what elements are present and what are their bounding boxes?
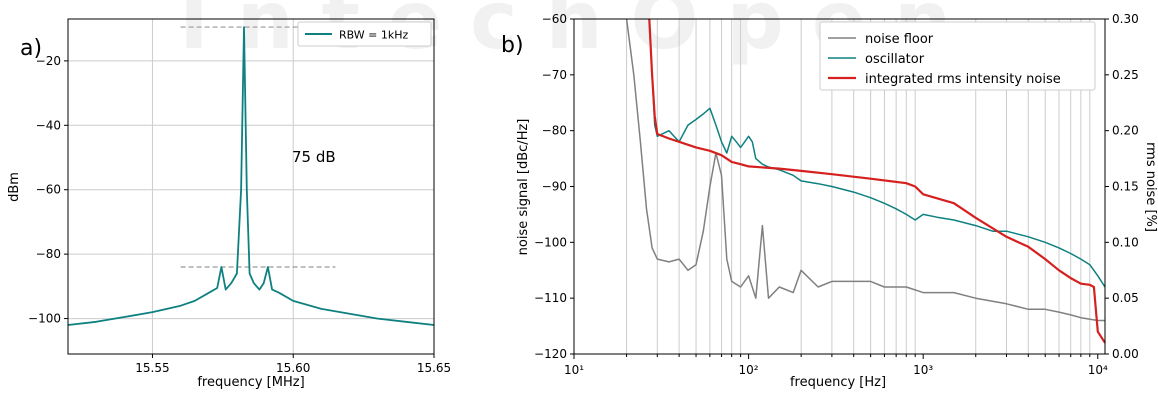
panel-b-series-line-2: [648, 18, 1106, 344]
panel-b-right-y-tick-label: 0.10: [1112, 235, 1139, 249]
panel-b-x-axis-label: frequency [Hz]: [790, 375, 886, 390]
panel-a-series: [67, 26, 435, 326]
panel-b-right-y-tick-label: 0.15: [1112, 180, 1139, 194]
panel-a-legend-box: [297, 21, 432, 47]
panel-b-label: b): [501, 33, 524, 58]
panel-b-x-tick-label: 10²: [739, 363, 759, 377]
panel-a-y-ticks: −20 −40 −60 −80 −100: [28, 54, 68, 326]
panel-a-x-tick-label: 15.60: [276, 361, 310, 375]
panel-b-right-y-tick-label: 0.00: [1112, 347, 1139, 361]
panel-b-right-y-tick-label: 0.05: [1112, 291, 1139, 305]
panel-b-y-tick-label: −90: [542, 180, 567, 194]
panel-a-y-axis-label: dBm: [7, 172, 22, 202]
panel-b-series: [625, 18, 1106, 344]
panel-b-y-tick-label: −80: [542, 124, 567, 138]
panel-a-legend: RBW = 1kHz: [297, 21, 432, 47]
panel-a-plot-frame: [67, 18, 435, 355]
panel-b-y-ticks: −60 −70 −80 −90 −100 −110 −120: [534, 12, 574, 361]
panel-a-legend-entry: RBW = 1kHz: [339, 29, 409, 42]
panel-b-right-y-ticks: 0.30 0.25 0.20 0.15 0.10 0.05 0.00: [1105, 12, 1139, 361]
panel-b-y-tick-label: −100: [534, 235, 567, 249]
panel-b-legend-box: [819, 21, 1096, 91]
panel-b-y-tick-label: −70: [542, 68, 567, 82]
panel-b-series-line-0: [625, 18, 1105, 322]
panel-a-x-axis-label: frequency [MHz]: [197, 375, 304, 390]
panel-a-y-tick-label: −60: [36, 183, 61, 197]
panel-b-x-ticks: 10¹ 10² 10³ 10⁴: [564, 354, 1108, 377]
panel-b-right-y-tick-label: 0.20: [1112, 124, 1139, 138]
panel-a-x-tick-label: 15.65: [417, 361, 451, 375]
panel-b-right-y-tick-label: 0.25: [1112, 68, 1139, 82]
panel-b-legend: noise floor oscillator integrated rms in…: [819, 21, 1096, 91]
panel-b-series-line-1: [648, 18, 1106, 288]
panel-a-y-tick-label: −40: [36, 118, 61, 132]
panel-a-annotation: 75 dB: [292, 148, 336, 166]
panel-b: b) 10¹ 10² 10³ 10⁴ −60 −70 −80 −90 −100 −110 −120…: [501, 12, 1158, 390]
panel-a-grid: [68, 19, 435, 354]
panel-b-y-tick-label: −110: [534, 291, 567, 305]
panel-b-x-tick-label: 10³: [913, 363, 933, 377]
panel-a-x-ticks: 15.55 15.60 15.65: [135, 354, 451, 375]
panel-b-y-tick-label: −60: [542, 12, 567, 26]
panel-b-legend-entry-noise-floor: noise floor: [865, 32, 934, 47]
panel-a-y-tick-label: −20: [36, 54, 61, 68]
panel-b-y-tick-label: −120: [534, 347, 567, 361]
panel-a-y-tick-label: −80: [36, 247, 61, 261]
panel-a: a) 15.55 15.60 15.65 −20 −40 −60 −80 −100 75 d…: [7, 18, 451, 390]
panel-b-right-y-tick-label: 0.30: [1112, 12, 1139, 26]
panel-a-y-tick-label: −100: [28, 312, 61, 326]
panel-b-right-y-axis-label: rms noise [%]: [1143, 142, 1158, 232]
panel-b-x-tick-label: 10⁴: [1088, 363, 1108, 377]
panel-b-y-axis-label: noise signal [dBc/Hz]: [516, 119, 531, 256]
panel-a-series-line: [67, 26, 435, 326]
panel-b-grid: [626, 19, 1091, 354]
panel-b-legend-entry-oscillator: oscillator: [865, 52, 925, 67]
panel-b-legend-entry-rms: integrated rms intensity noise: [865, 72, 1061, 87]
panel-b-x-tick-label: 10¹: [564, 363, 584, 377]
panel-a-label: a): [20, 36, 42, 61]
panel-a-x-tick-label: 15.55: [135, 361, 169, 375]
